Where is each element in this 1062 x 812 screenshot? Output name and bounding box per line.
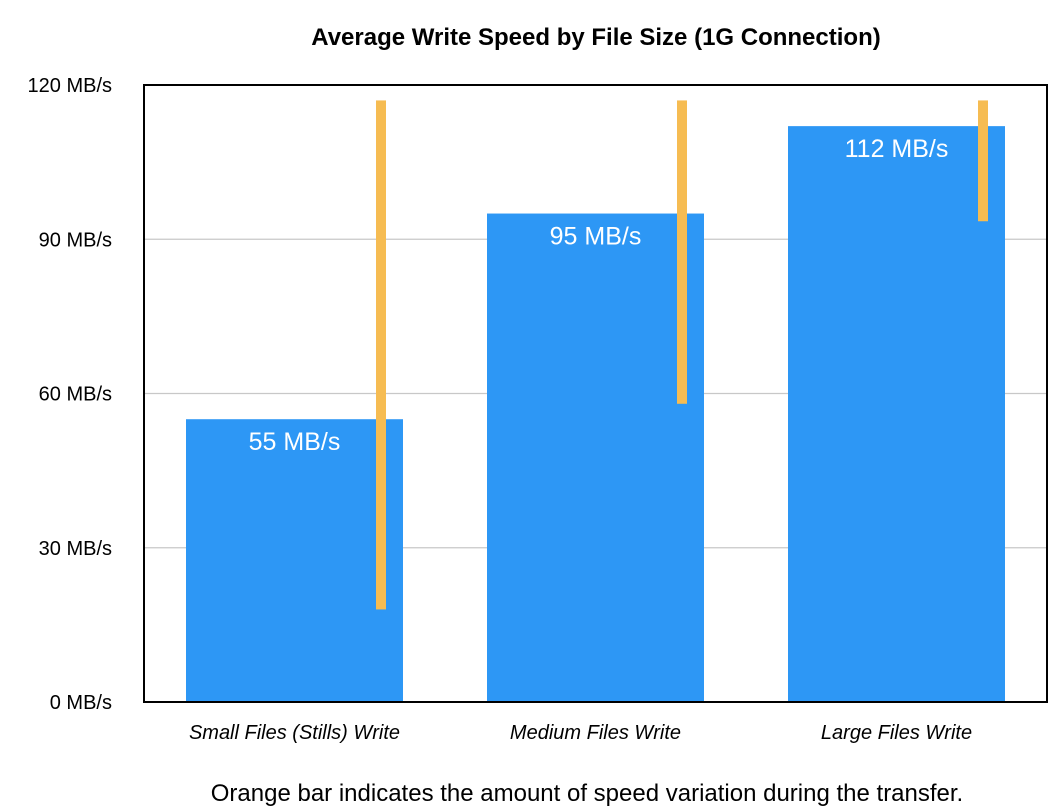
bar: [788, 126, 1005, 703]
data-label: 55 MB/s: [249, 428, 341, 456]
variation-bar: [376, 100, 386, 610]
variation-bar: [677, 100, 687, 404]
x-category-label: Medium Files Write: [510, 722, 681, 744]
bars: [186, 126, 1005, 703]
variation-bar: [978, 100, 988, 222]
y-tick-label: 90 MB/s: [39, 229, 112, 251]
y-tick-label: 0 MB/s: [50, 692, 112, 714]
x-category-label: Small Files (Stills) Write: [189, 722, 400, 744]
plot-frame: [143, 84, 1048, 703]
y-tick-label: 120 MB/s: [28, 75, 112, 97]
footnote: Orange bar indicates the amount of speed…: [211, 780, 963, 807]
x-axis-categories: Small Files (Stills) Write Medium Files W…: [189, 722, 972, 744]
variation-bars: [376, 100, 988, 610]
chart-title: Average Write Speed by File Size (1G Con…: [311, 24, 880, 51]
bar: [487, 213, 704, 702]
y-axis-ticks: 0 MB/s 30 MB/s 60 MB/s 90 MB/s 120 MB/s: [28, 75, 112, 714]
data-label: 95 MB/s: [550, 223, 642, 251]
bar: [186, 419, 403, 702]
y-tick-label: 60 MB/s: [39, 384, 112, 406]
y-tick-label: 30 MB/s: [39, 538, 112, 560]
data-label: 112 MB/s: [845, 135, 949, 163]
data-labels: 55 MB/s 95 MB/s 112 MB/s: [249, 135, 949, 456]
x-category-label: Large Files Write: [821, 722, 972, 744]
